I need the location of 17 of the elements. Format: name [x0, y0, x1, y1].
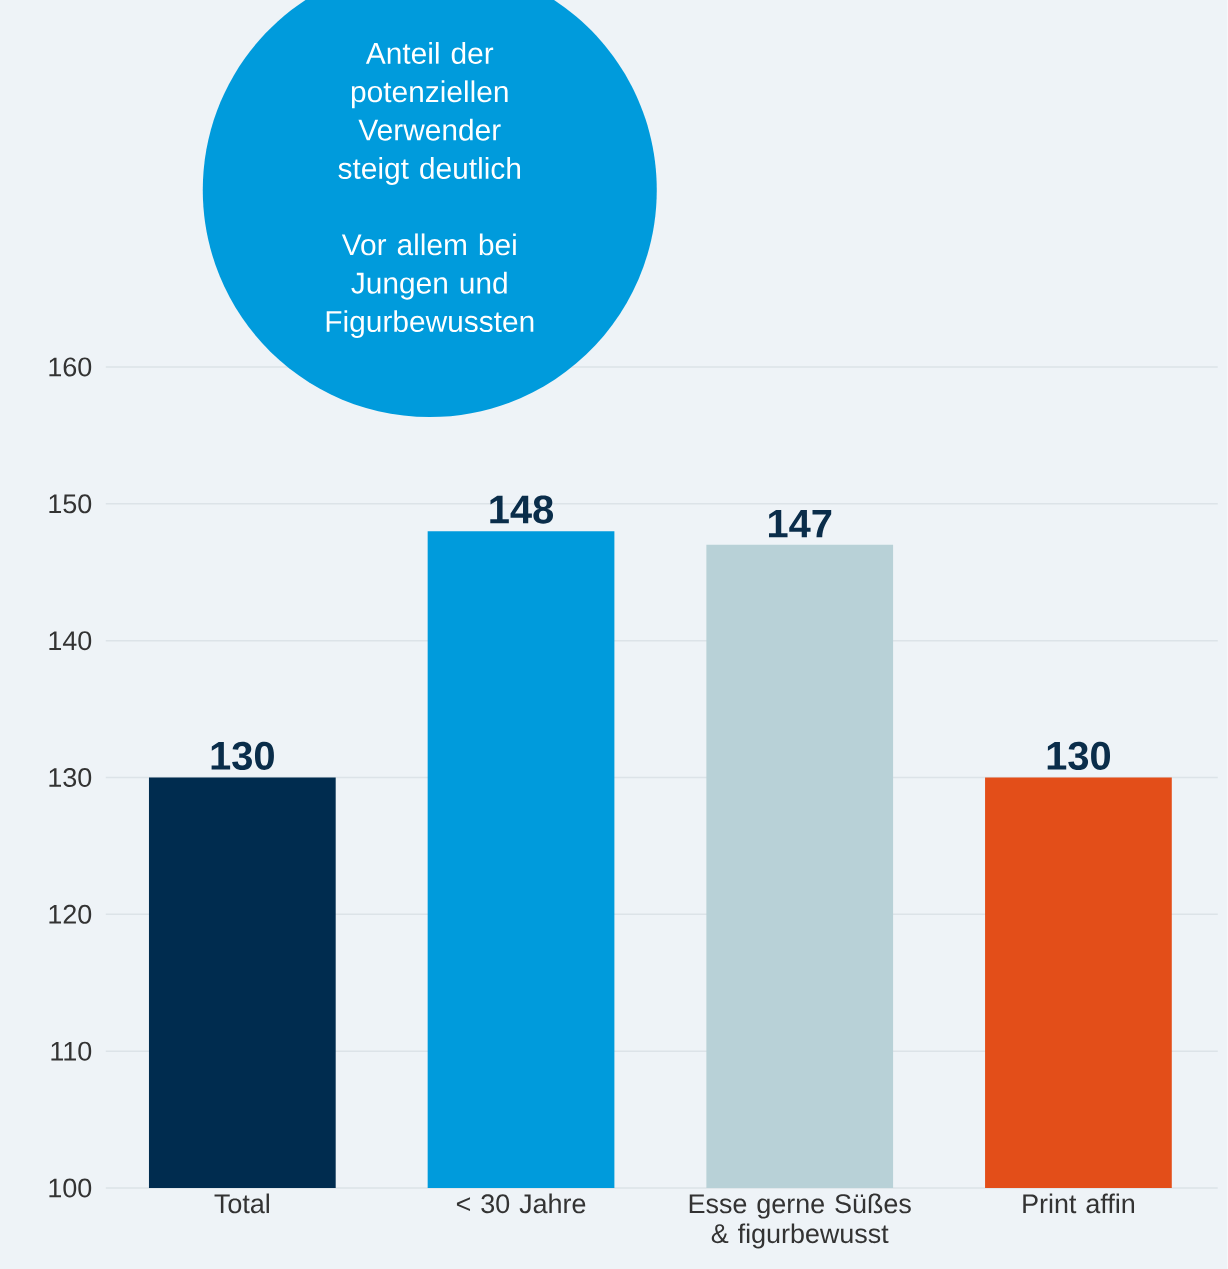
- text: Vor allem bei Jungen und Figurbewussten: [326, 233, 534, 338]
- y-tick-label: 130: [49, 767, 92, 788]
- x-tick-label: Total: [214, 1193, 270, 1214]
- y-tick-label: 120: [49, 904, 92, 924]
- text: Anteil der potenziellen Verwender steigt deutlich: [338, 41, 521, 185]
- data-label: 147: [769, 509, 832, 538]
- data-label: 130: [211, 741, 275, 770]
- data-label: 148: [490, 495, 554, 524]
- x-tick-label: < 30 Jahre: [457, 1193, 586, 1214]
- y-tick-label: 110: [51, 1041, 92, 1061]
- data-label: 130: [1047, 741, 1111, 770]
- y-tick-label: 150: [49, 494, 92, 514]
- y-tick-label: 100: [49, 1178, 92, 1198]
- y-tick-label: 140: [49, 631, 92, 651]
- x-tick-label: Print affin: [1023, 1193, 1135, 1214]
- y-tick-label: 160: [49, 357, 92, 377]
- x-tick-label: Esse gerne Süßes & figurbewusst: [689, 1193, 911, 1249]
